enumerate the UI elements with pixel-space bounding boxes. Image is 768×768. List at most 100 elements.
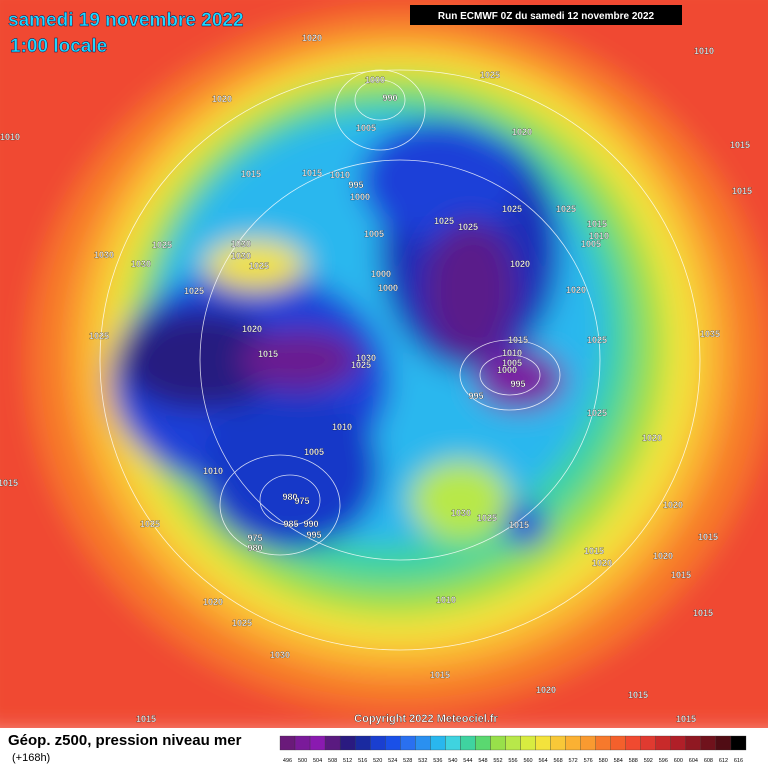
isobar-label: 1000 <box>350 192 370 202</box>
isobar-label: 990 <box>303 519 318 529</box>
isobar-label: 1025 <box>477 513 497 523</box>
legend-label: 604 <box>689 758 698 764</box>
run-box <box>410 5 682 25</box>
legend-swatch <box>415 735 431 751</box>
isobar-label: 1025 <box>587 335 607 345</box>
legend-label: 500 <box>298 758 307 764</box>
legend-label: 596 <box>659 758 668 764</box>
isobar-label: 1025 <box>89 331 109 341</box>
isobar-label: 1015 <box>302 168 322 178</box>
legend-swatch <box>655 735 671 751</box>
legend-swatch <box>625 735 641 751</box>
isobar-label: 1020 <box>642 433 662 443</box>
legend-swatch <box>670 735 687 751</box>
isobar-label: 1015 <box>0 478 18 488</box>
z500-field <box>0 0 768 740</box>
legend-label: 528 <box>403 758 412 764</box>
legend-label: 588 <box>629 758 638 764</box>
isobar-label: 1015 <box>693 608 713 618</box>
isobar-label: 1000 <box>365 75 385 85</box>
footer-lead: (+168h) <box>12 752 50 764</box>
isobar-label: 1025 <box>152 240 172 250</box>
legend-swatch <box>430 735 446 751</box>
legend-swatch <box>324 735 341 751</box>
isobar-label: 1010 <box>694 46 714 56</box>
legend-swatch <box>460 735 476 751</box>
isobars <box>99 69 701 651</box>
isobar-label: 1020 <box>302 33 322 43</box>
isobar-label: 1015 <box>676 714 696 724</box>
isobar-label: 1020 <box>510 259 530 269</box>
isobar-label: 1020 <box>663 500 683 510</box>
isobar-label: 1015 <box>730 140 750 150</box>
legend-swatch <box>715 735 732 751</box>
legend: 496 500 504 508 512 516 520 524 528 532 536 540 544 5… <box>279 735 747 764</box>
isobar-label: 995 <box>306 530 321 540</box>
legend-label: 552 <box>493 758 502 764</box>
isobar-label: 1020 <box>242 324 262 334</box>
legend-swatch <box>370 735 386 751</box>
time: 1:00 locale <box>10 36 107 57</box>
legend-swatch <box>595 735 611 751</box>
legend-label: 576 <box>584 758 593 764</box>
isobar-label: 1000 <box>497 365 517 375</box>
legend-label: 608 <box>704 758 713 764</box>
isobar-label: 1005 <box>581 239 601 249</box>
isobar-label: 1035 <box>700 329 720 339</box>
legend-swatch <box>610 735 626 751</box>
isobar-label: 1030 <box>270 650 290 660</box>
legend-label: 616 <box>734 758 743 764</box>
footer-title: Géop. z500, pression niveau mer <box>8 732 242 749</box>
copyright: Copyright 2022 Meteociel.fr <box>354 713 498 725</box>
isobar-label: 1025 <box>587 408 607 418</box>
isobar-label: 1020 <box>512 127 532 137</box>
isobar-label: 995 <box>348 180 363 190</box>
isobar-label: 990 <box>382 93 397 103</box>
isobar-label: 1030 <box>356 353 376 363</box>
isobar-label: 1010 <box>589 231 609 241</box>
legend-label: 568 <box>554 758 563 764</box>
legend-swatch <box>309 735 326 751</box>
isobar-label: 1030 <box>94 250 114 260</box>
isobar-label: 1030 <box>451 508 471 518</box>
isobar-label: 1000 <box>378 283 398 293</box>
legend-swatch <box>685 735 702 751</box>
isobar-label: 1005 <box>356 123 376 133</box>
legend-swatch <box>490 735 506 751</box>
date: samedi 19 novembre 2022 <box>8 10 244 31</box>
legend-swatch <box>445 735 461 751</box>
isobar-label: 1025 <box>184 286 204 296</box>
isobar-label: 975 <box>247 533 262 543</box>
isobar-label: 995 <box>510 379 525 389</box>
legend-label: 580 <box>599 758 608 764</box>
isobar-label: 1015 <box>698 532 718 542</box>
legend-label: 548 <box>478 758 487 764</box>
isobar-label: 995 <box>468 391 483 401</box>
isobar-label: 1025 <box>232 618 252 628</box>
isobar-label: 1005 <box>304 447 324 457</box>
isobar-label: 975 <box>294 496 309 506</box>
isobar-label: 1005 <box>364 229 384 239</box>
isobar-label: 1015 <box>584 546 604 556</box>
legend-swatch <box>505 735 521 751</box>
legend-label: 540 <box>448 758 457 764</box>
isobar-label: 1010 <box>0 132 20 142</box>
isobar-label: 1015 <box>241 169 261 179</box>
isobar-label: 1030 <box>231 251 251 261</box>
legend-swatch <box>580 735 596 751</box>
isobar-label: 1010 <box>502 348 522 358</box>
legend-label: 524 <box>388 758 397 764</box>
isobar-label: 1015 <box>509 520 529 530</box>
legend-swatch <box>565 735 581 751</box>
isobar-label: 980 <box>247 543 262 553</box>
isobar-label: 1030 <box>131 259 151 269</box>
legend-label: 556 <box>508 758 517 764</box>
isobar-label: 1015 <box>732 186 752 196</box>
isobar-label: 1015 <box>508 335 528 345</box>
legend-swatch <box>279 735 296 751</box>
isobar-label: 1030 <box>231 239 251 249</box>
isobar-label: 1025 <box>351 360 371 370</box>
legend-label: 536 <box>433 758 442 764</box>
